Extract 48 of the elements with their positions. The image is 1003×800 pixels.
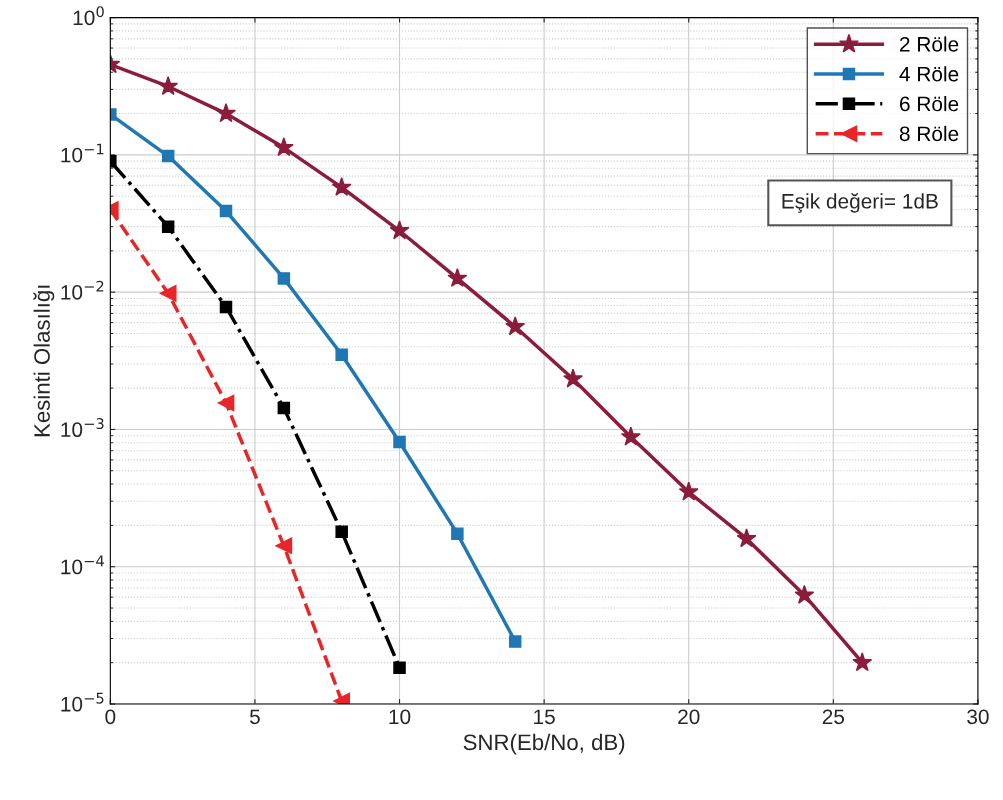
point: [161, 149, 175, 163]
point: [505, 316, 526, 336]
y-tick-label: 10$^{−5}$: [61, 692, 104, 712]
y-tick-label: 10$^{−4}$: [61, 555, 104, 575]
legend-label: 6 Röle: [900, 96, 959, 112]
legend-label: 8 Röle: [899, 125, 959, 142]
point: [389, 220, 410, 240]
point: [335, 525, 348, 538]
point: [217, 394, 235, 412]
point: [216, 103, 236, 123]
point: [447, 267, 468, 287]
y-tick-label: 10$^{−1}$: [61, 143, 104, 163]
point: [277, 272, 291, 285]
x-tick-label: 5: [249, 709, 260, 725]
point: [736, 528, 757, 548]
point: [393, 435, 406, 449]
x-tick-label: 10: [389, 709, 411, 725]
point: [852, 652, 873, 672]
x-tick-label: 0: [105, 709, 116, 725]
y-tick-label: 10$^{0}$: [73, 6, 104, 26]
y-tick-label: 10$^{−2}$: [61, 280, 104, 300]
point: [159, 285, 177, 302]
point: [219, 300, 233, 314]
legend-label: 4 Röle: [899, 66, 959, 82]
point: [219, 204, 233, 218]
point: [273, 137, 294, 157]
x-tick-label: 15: [534, 709, 555, 725]
point: [393, 661, 406, 674]
point: [794, 584, 815, 604]
point: [158, 76, 179, 96]
point: [620, 426, 641, 446]
point: [331, 176, 352, 196]
point: [335, 348, 348, 362]
y-axis-title: Kesinti Olasılığı: [33, 285, 55, 437]
point: [275, 537, 293, 555]
x-tick-label: 25: [822, 709, 845, 725]
point: [563, 368, 583, 388]
legend-label: 2 Röle: [900, 36, 959, 52]
annotation: Eşik değeri= 1dB: [782, 193, 938, 213]
x-tick-label: 20: [678, 709, 700, 725]
y-tick-label: 10$^{−3}$: [61, 418, 104, 438]
point: [678, 481, 699, 501]
x-tick-label: 30: [967, 709, 989, 725]
point: [508, 635, 522, 648]
x-axis-title: SNR(Eb/No, dB): [463, 733, 625, 755]
point: [451, 527, 464, 540]
point: [161, 220, 175, 233]
point: [277, 401, 291, 415]
